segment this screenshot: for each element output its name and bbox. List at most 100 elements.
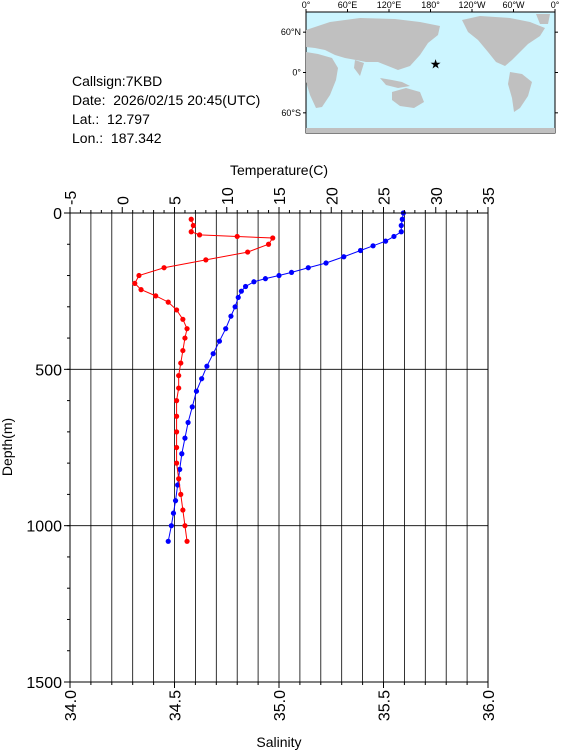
date-value: 2026/02/15 20:45(UTC) xyxy=(113,92,261,108)
temperature-point xyxy=(357,247,364,254)
y-tick-label: 0 xyxy=(53,206,62,223)
y-axis-label: Depth(m) xyxy=(0,418,15,476)
map-lon-label: 120°W xyxy=(458,0,486,10)
salinity-point xyxy=(182,335,188,341)
y-tick-label: 1000 xyxy=(26,519,62,536)
salinity-line xyxy=(134,219,274,542)
top-tick-label: 0 xyxy=(115,196,132,205)
map-land xyxy=(306,14,555,133)
temperature-point xyxy=(172,498,179,504)
salinity-point xyxy=(180,347,186,354)
temperature-point xyxy=(370,243,376,249)
bottom-axis-label: Salinity xyxy=(256,734,301,750)
callsign-value: 7KBD xyxy=(125,73,163,89)
land-north-america xyxy=(462,16,545,66)
salinity-point xyxy=(190,222,196,229)
callsign-row: Callsign:7KBD xyxy=(72,72,260,91)
salinity-point xyxy=(178,360,184,366)
salinity-point xyxy=(188,229,194,235)
map-lon-label: 0° xyxy=(551,0,560,10)
temperature-point xyxy=(210,351,216,357)
salinity-point xyxy=(165,299,171,305)
temperature-point xyxy=(251,279,257,285)
temperature-point xyxy=(189,404,195,410)
temperature-point xyxy=(398,222,404,229)
map-lon-label: 0° xyxy=(302,0,311,10)
bottom-tick-label: 35.0 xyxy=(272,690,289,721)
y-tick-label: 500 xyxy=(35,362,62,379)
salinity-point xyxy=(184,326,190,332)
map-lon-label: 180° xyxy=(421,0,440,10)
top-tick-label: -5 xyxy=(63,191,80,205)
temperature-point xyxy=(238,288,244,294)
temperature-point xyxy=(228,313,234,319)
temperature-point xyxy=(204,363,210,369)
salinity-point xyxy=(245,249,251,255)
salinity-point xyxy=(270,235,276,241)
series xyxy=(132,210,406,544)
top-tick-label: 30 xyxy=(429,187,446,205)
salinity-point xyxy=(176,385,182,391)
salinity-point xyxy=(176,476,182,482)
temperature-point xyxy=(193,388,200,394)
salinity-point xyxy=(173,444,180,451)
land-indonesia xyxy=(380,78,410,88)
temperature-point xyxy=(185,419,191,426)
top-tick-label: 25 xyxy=(377,187,394,205)
salinity-point xyxy=(196,232,203,238)
date-row: Date: 2026/02/15 20:45(UTC) xyxy=(72,91,260,110)
bottom-tick-label: 35.5 xyxy=(377,690,394,721)
salinity-point xyxy=(136,272,142,279)
top-tick-label: 20 xyxy=(324,187,341,205)
temperature-point xyxy=(262,276,269,282)
callsign-label: Callsign: xyxy=(72,73,126,89)
land-india xyxy=(354,60,364,76)
top-tick-label: 5 xyxy=(168,196,185,205)
salinity-point xyxy=(173,398,180,404)
lat-row: Lat.: 12.797 xyxy=(72,110,260,129)
map-ticks: 0° 60°E 120°E 180° 120°W 60°W 0° 60°N 0° 60°S xyxy=(281,0,560,118)
map-lon-label: 60°E xyxy=(338,0,358,10)
land-africa xyxy=(306,52,338,108)
temperature-point xyxy=(182,435,188,441)
map-lon-label: 120°E xyxy=(377,0,402,10)
temperature-point xyxy=(165,538,171,544)
lat-value: 12.797 xyxy=(107,111,150,127)
temperature-point xyxy=(199,376,205,382)
date-label: Date: xyxy=(72,92,106,108)
temperature-point xyxy=(232,304,238,310)
temperature-point xyxy=(399,216,405,222)
land-greenland xyxy=(536,14,550,24)
temperature-point xyxy=(216,338,223,344)
salinity-point xyxy=(265,241,272,247)
bottom-tick-label: 34.5 xyxy=(168,690,185,721)
temperature-point xyxy=(323,260,329,266)
salinity-point xyxy=(153,293,159,299)
y-tick-label: 1500 xyxy=(26,675,62,692)
lat-label: Lat.: xyxy=(72,111,100,127)
salinity-point xyxy=(203,257,209,263)
map-lat-label: 60°N xyxy=(281,27,301,37)
map-lon-label: 60°W xyxy=(502,0,525,10)
salinity-point xyxy=(173,413,180,419)
salinity-point xyxy=(176,372,182,379)
temperature-point xyxy=(276,272,282,279)
temperature-point xyxy=(305,265,311,271)
salinity-point xyxy=(182,523,188,529)
temperature-point xyxy=(391,233,397,240)
land-australia xyxy=(392,88,424,108)
land-eurasia xyxy=(306,18,440,70)
temperature-point xyxy=(341,254,347,260)
salinity-point xyxy=(188,216,194,222)
salinity-point xyxy=(178,491,184,497)
salinity-point xyxy=(180,507,186,513)
top-tick-label: 15 xyxy=(272,187,289,205)
salinity-point xyxy=(132,280,138,286)
bottom-tick-label: 36.0 xyxy=(481,690,498,721)
salinity-point xyxy=(173,429,180,435)
bottom-tick-label: 34.0 xyxy=(63,690,80,721)
land-japan xyxy=(412,40,420,52)
